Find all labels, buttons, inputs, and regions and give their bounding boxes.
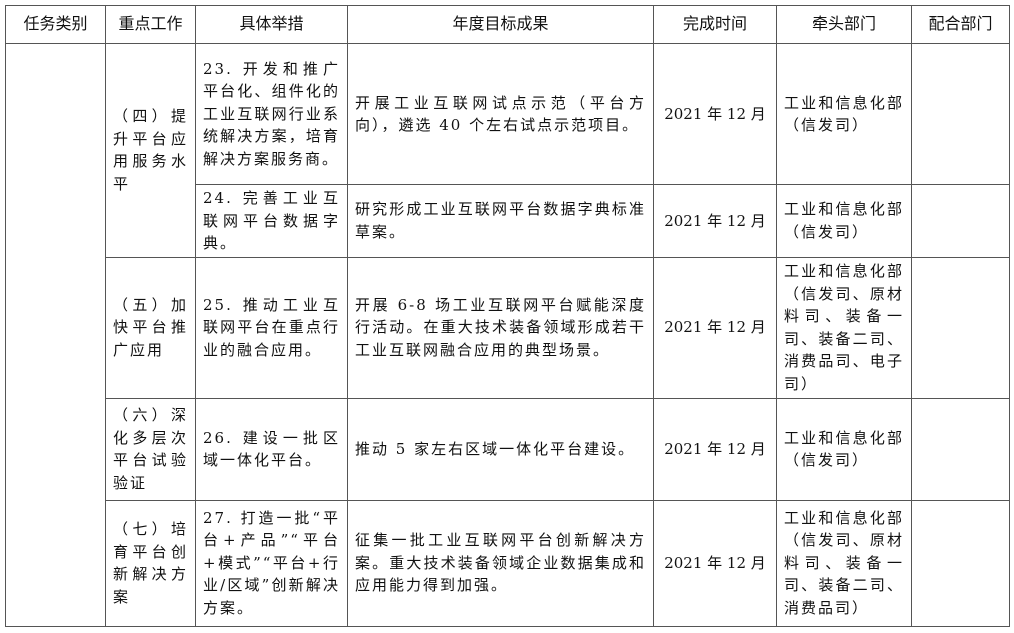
key-work-cell: （七）培育平台创新解决方案 <box>105 499 196 627</box>
measure-cell: 24. 完善工业互联网平台数据字典。 <box>195 184 348 258</box>
table-row: 24. 完善工业互联网平台数据字典。 研究形成工业互联网平台数据字典标准草案。 … <box>6 184 1010 258</box>
key-work-cell: （四）提升平台应用服务水平 <box>105 43 196 258</box>
goal-cell: 推动 5 家左右区域一体化平台建设。 <box>347 397 654 501</box>
header-annual-goal: 年度目标成果 <box>347 5 654 44</box>
deadline-cell: 2021 年 12 月 <box>653 43 777 185</box>
table-row: （四）提升平台应用服务水平 23. 开发和推广平台化、组件化的工业互联网行业系统… <box>5 43 1010 627</box>
deadline-cell: 2021 年 12 月 <box>653 256 777 399</box>
lead-dept-cell: 工业和信息化部（信发司、原材料司、装备一司、装备二司、消费品司） <box>776 499 912 627</box>
support-dept-cell <box>911 43 1010 185</box>
lead-dept-cell: 工业和信息化部（信发司） <box>776 43 912 185</box>
header-deadline: 完成时间 <box>653 5 777 44</box>
lead-dept-cell: 工业和信息化部（信发司、原材料司、装备一司、装备二司、消费品司、电子司） <box>776 256 912 399</box>
key-work-cell: （五）加快平台推广应用 <box>105 256 196 399</box>
header-task-category: 任务类别 <box>5 5 106 44</box>
header-support-dept: 配合部门 <box>911 5 1010 44</box>
support-dept-cell <box>911 184 1010 258</box>
table-row: （七）培育平台创新解决方案 27. 打造一批“平台+产品”“平台+模式”“平台+… <box>6 499 1010 627</box>
deadline-cell: 2021 年 12 月 <box>653 397 777 501</box>
lead-dept-cell: 工业和信息化部（信发司） <box>776 397 912 501</box>
goal-cell: 研究形成工业互联网平台数据字典标准草案。 <box>347 184 654 258</box>
deadline-cell: 2021 年 12 月 <box>653 184 777 258</box>
deadline-cell: 2021 年 12 月 <box>653 499 777 627</box>
header-lead-dept: 牵头部门 <box>776 5 912 44</box>
table-row: （六）深化多层次平台试验验证 26. 建设一批区域一体化平台。 推动 5 家左右… <box>6 397 1010 501</box>
header-row: 任务类别 重点工作 具体举措 年度目标成果 完成时间 牵头部门 配合部门 <box>5 5 1010 44</box>
header-measure: 具体举措 <box>195 5 348 44</box>
goal-cell: 征集一批工业互联网平台创新解决方案。重大技术装备领域企业数据集成和应用能力得到加… <box>347 499 654 627</box>
measure-cell: 27. 打造一批“平台+产品”“平台+模式”“平台+行业/区域”创新解决方案。 <box>195 499 348 627</box>
goal-cell: 开展工业互联网试点示范（平台方向），遴选 40 个左右试点示范项目。 <box>347 43 654 185</box>
table-row: （五）加快平台推广应用 25. 推动工业互联网平台在重点行业的融合应用。 开展 … <box>6 256 1010 399</box>
header-key-work: 重点工作 <box>105 5 196 44</box>
support-dept-cell <box>911 397 1010 501</box>
measure-cell: 23. 开发和推广平台化、组件化的工业互联网行业系统解决方案，培育解决方案服务商… <box>195 43 348 185</box>
goal-cell: 开展 6-8 场工业互联网平台赋能深度行活动。在重大技术装备领域形成若干工业互联… <box>347 256 654 399</box>
task-table: 任务类别 重点工作 具体举措 年度目标成果 完成时间 牵头部门 配合部门 （四）… <box>5 5 1010 627</box>
measure-cell: 26. 建设一批区域一体化平台。 <box>195 397 348 501</box>
lead-dept-cell: 工业和信息化部（信发司） <box>776 184 912 258</box>
support-dept-cell <box>911 499 1010 627</box>
task-category-cell <box>5 43 106 627</box>
measure-cell: 25. 推动工业互联网平台在重点行业的融合应用。 <box>195 256 348 399</box>
key-work-cell: （六）深化多层次平台试验验证 <box>105 397 196 501</box>
support-dept-cell <box>911 256 1010 399</box>
